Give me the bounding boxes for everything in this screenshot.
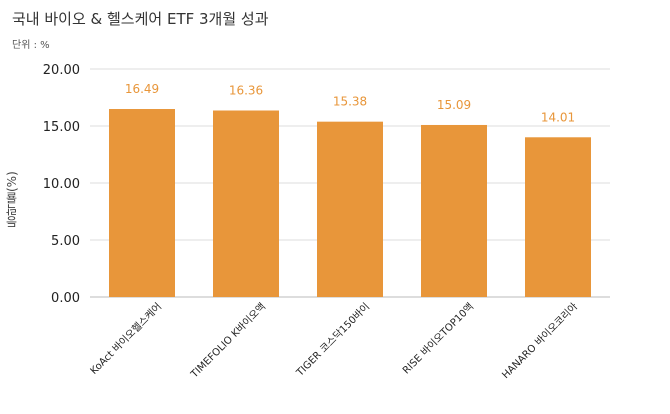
category-label: TIGER 코스닥150바이 bbox=[293, 301, 372, 380]
bar bbox=[317, 121, 383, 297]
category-label: TIMEFOLIO K바이오액 bbox=[188, 301, 268, 381]
category-labels: KoAct 바이오헬스케어 TIMEFOLIO K바이오액 TIGER 코스닥150… bbox=[88, 301, 580, 382]
y-tick-label: 0.00 bbox=[51, 291, 80, 306]
value-label: 15.09 bbox=[437, 98, 471, 112]
value-labels: 16.49 16.36 15.38 15.09 14.01 bbox=[125, 82, 575, 124]
bar bbox=[525, 137, 591, 297]
value-label: 16.36 bbox=[229, 83, 263, 97]
y-tick-label: 10.00 bbox=[43, 177, 80, 192]
value-label: 16.49 bbox=[125, 82, 159, 96]
category-label: KoAct 바이오헬스케어 bbox=[88, 301, 164, 377]
bar bbox=[109, 109, 175, 297]
chart-title: 국내 바이오 & 헬스케어 ETF 3개월 성과 bbox=[12, 10, 269, 28]
bar bbox=[213, 110, 279, 297]
value-label: 14.01 bbox=[541, 110, 575, 124]
bar bbox=[421, 124, 487, 297]
y-tick-labels: 0.00 5.00 10.00 15.00 20.00 bbox=[43, 63, 80, 306]
unit-label: 단위 : % bbox=[12, 40, 50, 51]
category-label: HANARO 바이오코리아 bbox=[500, 301, 581, 382]
y-tick-label: 20.00 bbox=[43, 63, 80, 78]
category-label: RISE 바이오TOP10액 bbox=[400, 301, 476, 377]
value-label: 15.38 bbox=[333, 95, 367, 109]
y-tick-label: 5.00 bbox=[51, 234, 80, 249]
y-tick-label: 15.00 bbox=[43, 120, 80, 135]
bars bbox=[109, 109, 591, 297]
